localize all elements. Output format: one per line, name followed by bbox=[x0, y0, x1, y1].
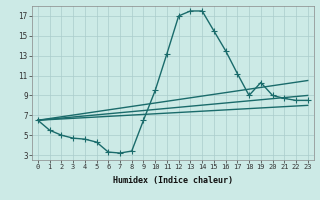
X-axis label: Humidex (Indice chaleur): Humidex (Indice chaleur) bbox=[113, 176, 233, 185]
